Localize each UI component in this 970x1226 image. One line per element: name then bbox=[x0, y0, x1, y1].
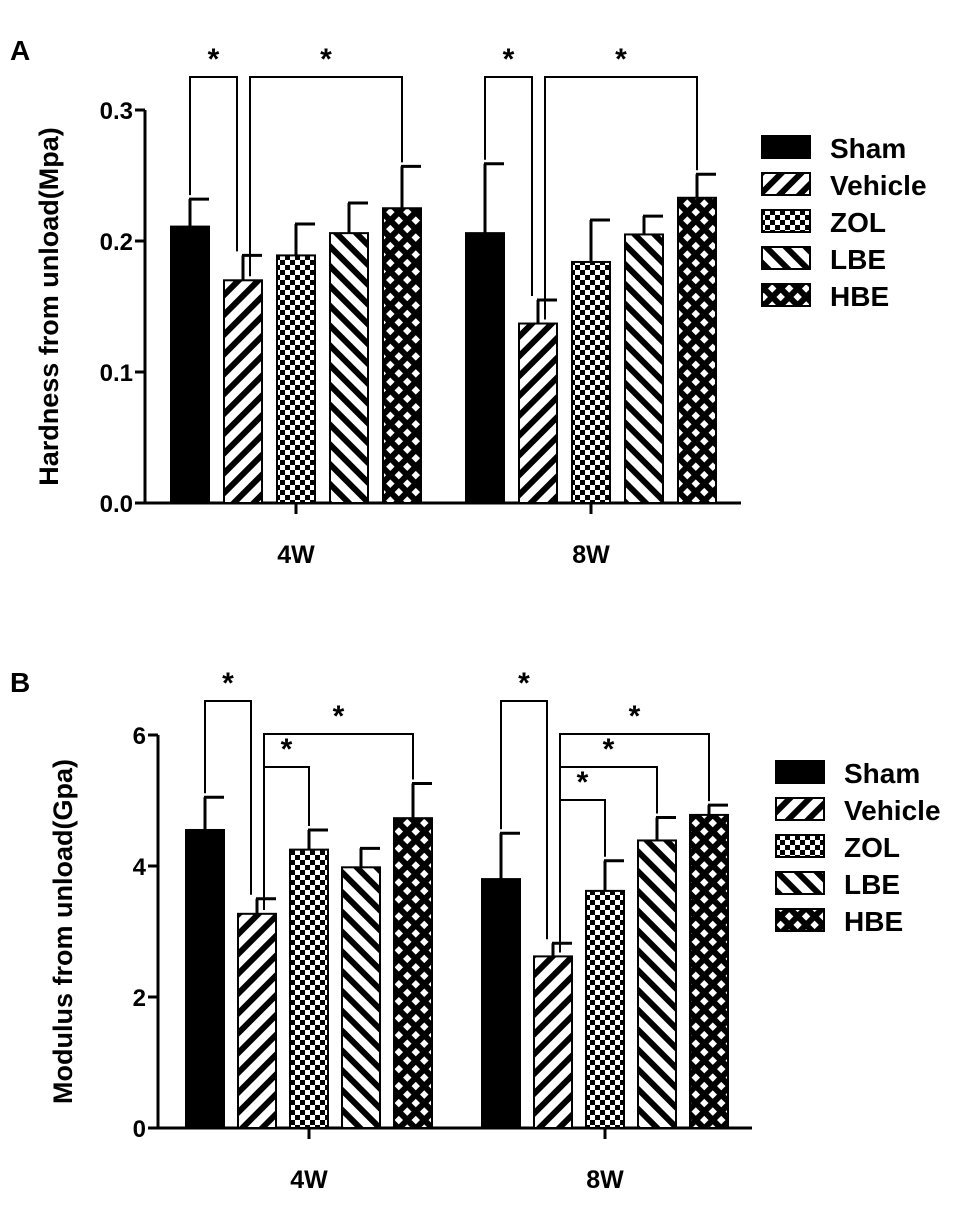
x-category-label: 4W bbox=[290, 1166, 328, 1194]
bar-vehicle-4w bbox=[223, 279, 263, 504]
bar-zol-8w bbox=[571, 260, 611, 504]
legend-label-lbe: LBE bbox=[844, 869, 900, 900]
significance-star: * bbox=[615, 43, 627, 76]
y-tick-label: 6 bbox=[133, 723, 146, 750]
bar-lbe-4w bbox=[341, 866, 381, 1129]
significance-star: * bbox=[603, 733, 615, 766]
bar-lbe-8w bbox=[637, 839, 677, 1130]
legend-label-vehicle: Vehicle bbox=[830, 170, 927, 201]
legend-label-hbe: HBE bbox=[844, 906, 903, 937]
bar-lbe-4w bbox=[329, 232, 369, 504]
y-tick-label: 0.1 bbox=[100, 360, 133, 387]
significance-bracket bbox=[189, 76, 238, 252]
x-category-label: 4W bbox=[277, 541, 315, 569]
y-tick-label: 2 bbox=[133, 985, 146, 1012]
significance-bracket bbox=[559, 799, 606, 953]
y-axis-label: Hardness from unload(Mpa) bbox=[34, 127, 64, 486]
bar-zol-4w bbox=[276, 254, 316, 504]
legend-swatch-sham bbox=[761, 135, 811, 159]
significance-bracket bbox=[484, 76, 533, 296]
bar-zol-4w bbox=[289, 848, 329, 1129]
significance-star: * bbox=[503, 43, 515, 76]
legend-swatch-zol bbox=[775, 834, 825, 858]
y-tick-label: 0.3 bbox=[100, 98, 133, 125]
significance-star: * bbox=[222, 667, 234, 700]
bar-hbe-8w bbox=[689, 813, 729, 1129]
x-category-label: 8W bbox=[586, 1166, 624, 1194]
legend-label-vehicle: Vehicle bbox=[844, 795, 941, 826]
legend-swatch-vehicle bbox=[775, 797, 825, 821]
significance-star: * bbox=[518, 667, 530, 700]
legend-swatch-vehicle bbox=[761, 172, 811, 196]
legend-label-hbe: HBE bbox=[830, 281, 889, 312]
legend-label-sham: Sham bbox=[830, 133, 906, 164]
significance-star: * bbox=[333, 700, 345, 733]
y-tick-label: 0 bbox=[133, 1116, 146, 1143]
bar-hbe-8w bbox=[677, 196, 717, 505]
legend-label-zol: ZOL bbox=[830, 207, 886, 238]
legend-swatch-hbe bbox=[761, 283, 811, 307]
bar-vehicle-8w bbox=[518, 322, 558, 504]
panel-letter: A bbox=[10, 35, 30, 66]
legend-swatch-lbe bbox=[761, 246, 811, 270]
significance-bracket bbox=[204, 700, 252, 895]
legend-label-sham: Sham bbox=[844, 758, 920, 789]
y-tick-label: 0.0 bbox=[100, 491, 133, 518]
legend-swatch-sham bbox=[775, 760, 825, 784]
bar-zol-8w bbox=[585, 889, 625, 1130]
panel-a: A 0.0 0.1 0.2 0.3 Hardness from unload(Mpa) 4W… bbox=[10, 35, 927, 569]
significance-bracket bbox=[249, 76, 403, 277]
bar-sham-4w bbox=[185, 828, 225, 1129]
legend-label-zol: ZOL bbox=[844, 832, 900, 863]
panel-b: B 0 2 4 6 Modulus from unload(Gpa) 4W 8W * * * * * * *… bbox=[10, 667, 941, 1194]
legend-swatch-hbe bbox=[775, 908, 825, 932]
legend-label-lbe: LBE bbox=[830, 244, 886, 275]
bar-vehicle-8w bbox=[533, 955, 573, 1130]
bar-hbe-4w bbox=[382, 207, 422, 504]
bar-hbe-4w bbox=[393, 817, 433, 1129]
bar-sham-4w bbox=[170, 225, 210, 504]
significance-star: * bbox=[208, 43, 220, 76]
y-tick-label: 0.2 bbox=[100, 229, 133, 256]
legend-swatch-lbe bbox=[775, 871, 825, 895]
bar-vehicle-4w bbox=[237, 912, 277, 1129]
significance-star: * bbox=[577, 766, 589, 799]
y-axis-label: Modulus from unload(Gpa) bbox=[48, 759, 78, 1104]
legend-swatch-zol bbox=[761, 209, 811, 233]
y-tick-label: 4 bbox=[133, 854, 147, 881]
x-category-label: 8W bbox=[572, 541, 610, 569]
significance-bracket bbox=[544, 76, 698, 320]
significance-star: * bbox=[281, 733, 293, 766]
significance-bracket bbox=[500, 700, 548, 940]
significance-bracket bbox=[263, 766, 310, 910]
significance-star: * bbox=[320, 43, 332, 76]
bar-sham-8w bbox=[465, 232, 505, 504]
panel-letter: B bbox=[10, 667, 30, 698]
bar-sham-8w bbox=[481, 878, 521, 1129]
bar-lbe-8w bbox=[624, 233, 664, 504]
significance-star: * bbox=[629, 700, 641, 733]
